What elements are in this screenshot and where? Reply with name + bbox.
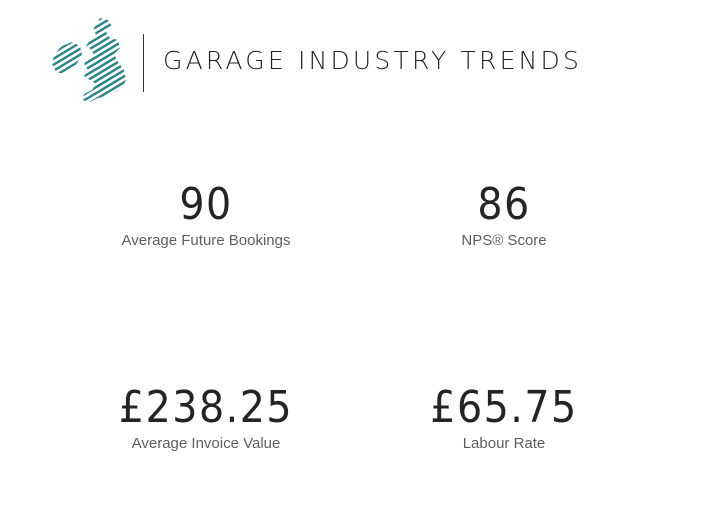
kpi-value: 90 — [179, 179, 233, 230]
kpi-value: £238.25 — [118, 382, 294, 433]
kpi-label: NPS® Score — [461, 232, 547, 249]
kpi-card-invoice-value: £238.25 Average Invoice Value — [56, 383, 356, 453]
page-title: GARAGE INDUSTRY TRENDS — [163, 46, 583, 75]
kpi-label: Average Invoice Value — [131, 435, 281, 452]
kpi-value: 86 — [477, 179, 531, 230]
kpi-card-future-bookings: 90 Average Future Bookings — [56, 180, 356, 250]
header-divider — [143, 34, 144, 92]
report-header: GARAGE INDUSTRY TRENDS — [48, 16, 648, 108]
kpi-value: £65.75 — [430, 382, 578, 433]
kpi-card-labour-rate: £65.75 Labour Rate — [354, 383, 654, 453]
kpi-card-nps-score: 86 NPS® Score — [354, 180, 654, 250]
kpi-label: Labour Rate — [462, 435, 546, 452]
uk-map-logo-icon — [52, 18, 126, 102]
kpi-label: Average Future Bookings — [121, 232, 291, 249]
